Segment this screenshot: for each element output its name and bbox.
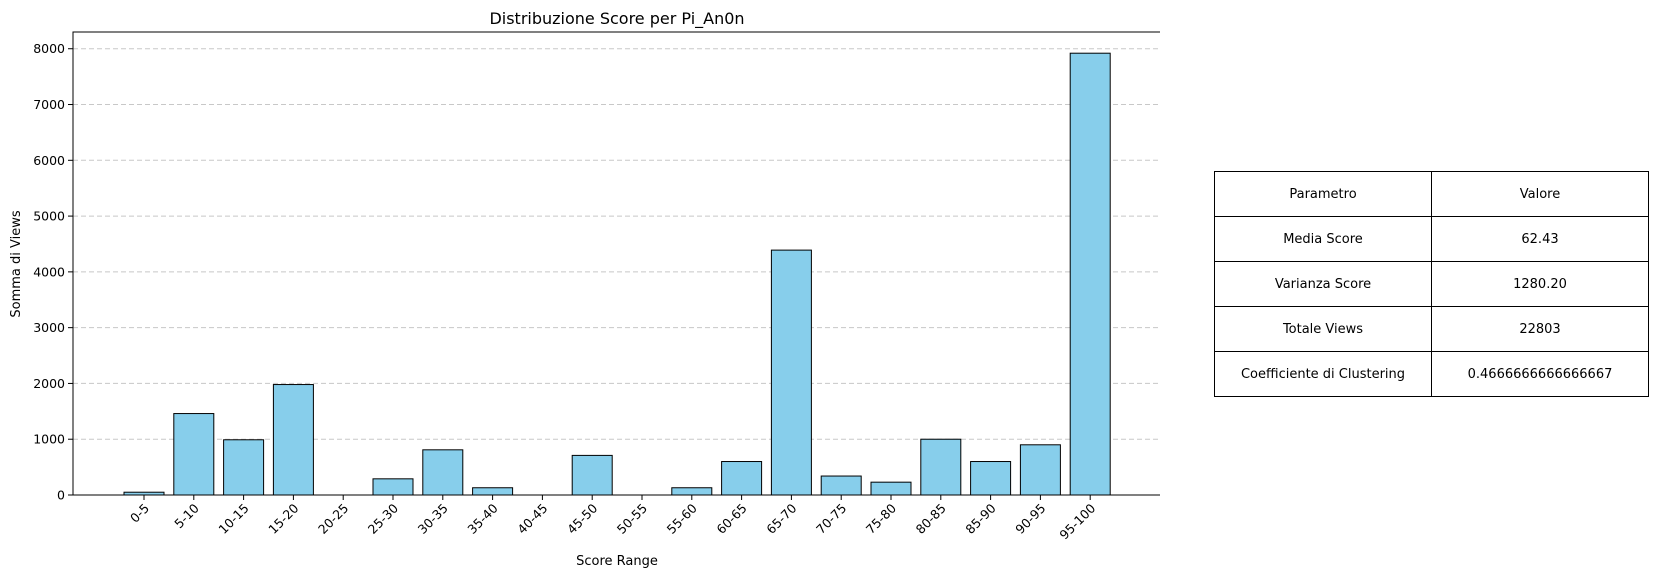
table-row: Varianza Score 1280.20 bbox=[1214, 261, 1649, 307]
bar bbox=[671, 487, 713, 496]
y-tick-label: 8000 bbox=[33, 41, 65, 56]
bar bbox=[372, 478, 414, 496]
y-tick-label: 1000 bbox=[33, 432, 65, 447]
x-tick-label: 25-30 bbox=[365, 500, 401, 536]
table-cell: 1280.20 bbox=[1431, 261, 1649, 307]
x-tick-label: 10-15 bbox=[215, 501, 251, 537]
stats-table: Parametro Valore Media Score 62.43 Varia… bbox=[1214, 171, 1649, 397]
x-tick-label: 65-70 bbox=[763, 500, 799, 536]
bar bbox=[272, 384, 314, 496]
table-cell: 22803 bbox=[1431, 306, 1649, 352]
bar bbox=[920, 438, 962, 496]
bar bbox=[1069, 52, 1111, 496]
x-tick-label: 95-100 bbox=[1056, 500, 1098, 542]
x-tick-label: 55-60 bbox=[664, 500, 700, 536]
y-tick-label: 4000 bbox=[33, 264, 65, 279]
table-cell: Media Score bbox=[1214, 216, 1432, 262]
x-tick-label: 45-50 bbox=[564, 500, 600, 536]
bar bbox=[223, 439, 265, 496]
y-tick-label: 7000 bbox=[33, 97, 65, 112]
bars bbox=[123, 52, 1111, 496]
y-tick-label: 5000 bbox=[33, 209, 65, 224]
x-axis-ticks: 0-5 5-10 10-15 15-20 20-25 25-30 30-35 35-40 40-… bbox=[127, 495, 1098, 542]
x-tick-label: 60-65 bbox=[713, 501, 749, 537]
x-tick-label: 30-35 bbox=[415, 501, 451, 537]
x-tick-label: 35-40 bbox=[464, 500, 500, 536]
table-row: Coefficiente di Clustering 0.46666666666… bbox=[1214, 351, 1649, 397]
y-axis-ticks: 0 1000 2000 3000 4000 5000 6000 7000 8000 bbox=[33, 41, 73, 503]
bar bbox=[422, 449, 464, 496]
x-tick-label: 40-45 bbox=[514, 501, 550, 537]
table-cell: Varianza Score bbox=[1214, 261, 1432, 307]
bar bbox=[770, 249, 812, 496]
table-header-row: Parametro Valore bbox=[1214, 171, 1649, 217]
x-tick-label: 5-10 bbox=[171, 500, 202, 531]
grid-lines bbox=[73, 48, 1160, 440]
x-tick-label: 70-75 bbox=[813, 501, 849, 537]
bar bbox=[1019, 444, 1061, 496]
bar bbox=[472, 487, 514, 496]
table-row: Totale Views 22803 bbox=[1214, 306, 1649, 352]
table-cell: 0.4666666666666667 bbox=[1431, 351, 1649, 397]
table-cell: Coefficiente di Clustering bbox=[1214, 351, 1432, 397]
y-axis-label: Somma di Views bbox=[9, 210, 24, 317]
y-tick-label: 2000 bbox=[33, 376, 65, 391]
chart-title: Distribuzione Score per Pi_An0n bbox=[489, 9, 744, 29]
table-row: Media Score 62.43 bbox=[1214, 216, 1649, 262]
x-axis-label: Score Range bbox=[576, 554, 658, 569]
y-tick-label: 6000 bbox=[33, 153, 65, 168]
table-header-cell: Parametro bbox=[1214, 171, 1432, 217]
table-cell: Totale Views bbox=[1214, 306, 1432, 352]
bar-chart: Distribuzione Score per Pi_An0n Score Ra… bbox=[9, 9, 1160, 569]
y-tick-label: 3000 bbox=[33, 320, 65, 335]
bar bbox=[820, 475, 862, 496]
plot-frame bbox=[72, 31, 1160, 496]
x-tick-label: 15-20 bbox=[265, 500, 301, 536]
table-cell: 62.43 bbox=[1431, 216, 1649, 262]
y-tick-label: 0 bbox=[57, 488, 65, 503]
table-header-cell: Valore bbox=[1431, 171, 1649, 217]
x-tick-label: 90-95 bbox=[1012, 501, 1048, 537]
x-tick-label: 85-90 bbox=[962, 500, 998, 536]
x-tick-label: 50-55 bbox=[614, 501, 650, 537]
bar bbox=[721, 461, 763, 496]
bar bbox=[870, 481, 912, 496]
bar bbox=[970, 461, 1012, 496]
x-tick-label: 20-25 bbox=[315, 501, 351, 537]
x-tick-label: 80-85 bbox=[913, 501, 949, 537]
x-tick-label: 0-5 bbox=[127, 501, 152, 526]
x-tick-label: 75-80 bbox=[863, 500, 899, 536]
bar bbox=[173, 413, 215, 496]
bar bbox=[571, 454, 613, 496]
